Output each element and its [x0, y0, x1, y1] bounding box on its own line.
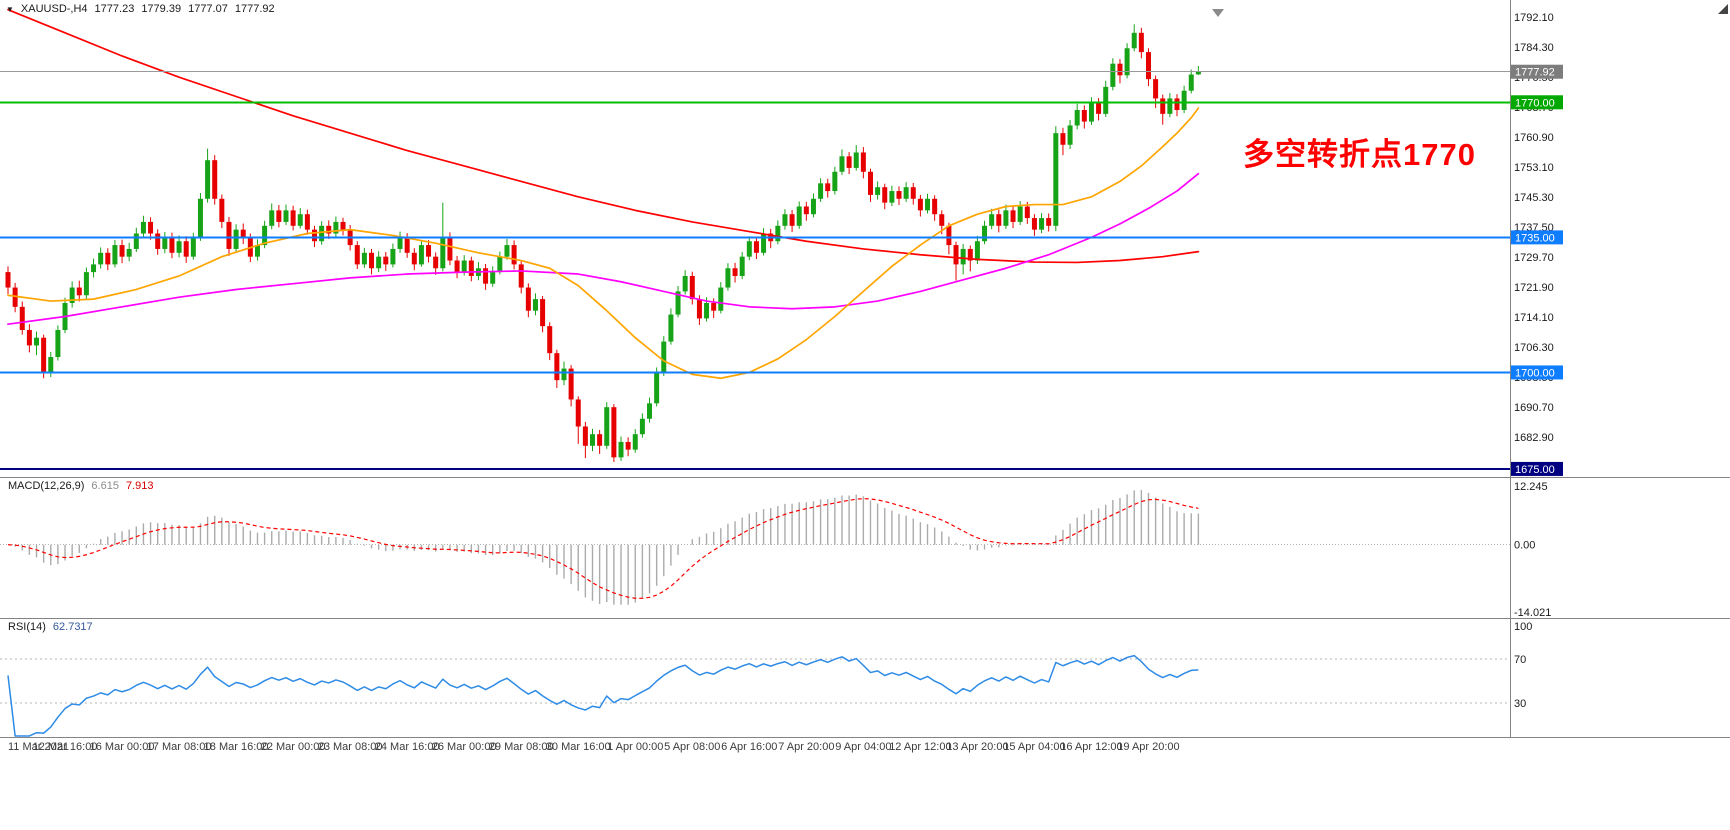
svg-text:1700.00: 1700.00	[1515, 367, 1555, 379]
svg-text:22 Mar 00:00: 22 Mar 00:00	[261, 741, 326, 753]
svg-text:7 Apr 20:00: 7 Apr 20:00	[778, 741, 834, 753]
svg-text:1753.10: 1753.10	[1514, 162, 1554, 174]
svg-text:-14.021: -14.021	[1514, 607, 1551, 619]
svg-text:0.00: 0.00	[1514, 540, 1535, 552]
horizontal-lines[interactable]: 1777.92 1770.00 1735.00 1700.00 1675.00	[0, 64, 1563, 476]
svg-text:1690.70: 1690.70	[1514, 402, 1554, 414]
svg-text:30 Mar 16:00: 30 Mar 16:00	[546, 741, 611, 753]
symbol-dropdown-icon[interactable]: ▼	[6, 5, 14, 14]
svg-text:13 Apr 20:00: 13 Apr 20:00	[946, 741, 1008, 753]
svg-text:1682.90: 1682.90	[1514, 432, 1554, 444]
ohlc-high-value: 1779.39	[141, 3, 182, 15]
macd-histogram	[14, 489, 1200, 605]
ma-slow-red-line	[7, 8, 1200, 264]
svg-text:1 Apr 00:00: 1 Apr 00:00	[607, 741, 663, 753]
svg-text:12.245: 12.245	[1514, 481, 1548, 493]
svg-text:11 Mar 2021: 11 Mar 2021	[8, 741, 69, 753]
ma-mid-magenta-line	[7, 172, 1200, 326]
svg-text:1721.90: 1721.90	[1514, 282, 1554, 294]
ma-fast-orange-line	[7, 107, 1200, 380]
chart-markers	[1212, 4, 1728, 17]
rsi-indicator-label: RSI(14) 62.7317	[8, 621, 93, 634]
svg-text:1729.70: 1729.70	[1514, 252, 1554, 264]
rsi-axis: 100 70 30	[1514, 621, 1532, 710]
chart-header: ▼ XAUUSD-,H4 1777.23 1779.39 1777.07 177…	[6, 3, 275, 16]
svg-text:12 Mar 16:00: 12 Mar 16:00	[33, 741, 98, 753]
panel-separators	[0, 0, 1730, 738]
svg-text:23 Mar 08:00: 23 Mar 08:00	[318, 741, 383, 753]
ohlc-low-value: 1777.07	[188, 3, 228, 15]
symbol-period-label: XAUUSD-,H4	[20, 3, 88, 15]
svg-text:1745.30: 1745.30	[1514, 192, 1554, 204]
svg-text:6 Apr 16:00: 6 Apr 16:00	[721, 741, 777, 753]
scroll-corner-icon[interactable]	[1718, 4, 1728, 14]
rsi-line	[7, 654, 1199, 737]
svg-text:1735.00: 1735.00	[1515, 232, 1555, 244]
svg-text:1675.00: 1675.00	[1515, 464, 1555, 476]
moving-averages	[7, 8, 1200, 380]
rsi-value: 62.7317	[52, 621, 93, 633]
svg-text:5 Apr 08:00: 5 Apr 08:00	[664, 741, 720, 753]
svg-text:17 Mar 08:00: 17 Mar 08:00	[147, 741, 212, 753]
svg-text:26 Mar 00:00: 26 Mar 00:00	[432, 741, 497, 753]
svg-text:16 Mar 00:00: 16 Mar 00:00	[90, 741, 155, 753]
ohlc-close-value: 1777.92	[234, 3, 275, 15]
svg-text:9 Apr 04:00: 9 Apr 04:00	[835, 741, 891, 753]
svg-text:1714.10: 1714.10	[1514, 312, 1554, 324]
svg-text:19 Apr 20:00: 19 Apr 20:00	[1117, 741, 1179, 753]
svg-text:16 Apr 12:00: 16 Apr 12:00	[1060, 741, 1122, 753]
svg-text:1706.30: 1706.30	[1514, 342, 1554, 354]
svg-text:12 Apr 12:00: 12 Apr 12:00	[889, 741, 951, 753]
annotation-text[interactable]: 多空转折点1770	[1243, 137, 1476, 172]
ohlc-open-value: 1777.23	[94, 3, 135, 15]
svg-text:1777.92: 1777.92	[1515, 67, 1555, 79]
svg-text:30: 30	[1514, 698, 1526, 710]
svg-text:24 Mar 16:00: 24 Mar 16:00	[375, 741, 440, 753]
svg-text:1784.30: 1784.30	[1514, 42, 1554, 54]
macd-signal-line	[7, 497, 1199, 599]
chart-shift-marker-icon[interactable]	[1212, 9, 1224, 17]
rsi-name: RSI(14)	[8, 621, 46, 633]
svg-text:1760.90: 1760.90	[1514, 132, 1554, 144]
svg-text:1792.10: 1792.10	[1514, 12, 1554, 24]
svg-text:100: 100	[1514, 621, 1532, 633]
macd-main-value: 6.615	[91, 480, 119, 492]
svg-text:18 Mar 16:00: 18 Mar 16:00	[204, 741, 269, 753]
rsi-panel[interactable]	[0, 658, 1510, 704]
macd-name: MACD(12,26,9)	[8, 480, 85, 492]
svg-text:15 Apr 04:00: 15 Apr 04:00	[1003, 741, 1065, 753]
macd-indicator-label: MACD(12,26,9) 6.615 7.913	[8, 480, 153, 493]
svg-text:1770.00: 1770.00	[1515, 97, 1555, 109]
macd-signal-value: 7.913	[125, 480, 154, 492]
macd-axis: 12.245 0.00 -14.021	[1514, 481, 1551, 619]
svg-text:29 Mar 08:00: 29 Mar 08:00	[489, 741, 554, 753]
svg-text:70: 70	[1514, 654, 1526, 666]
